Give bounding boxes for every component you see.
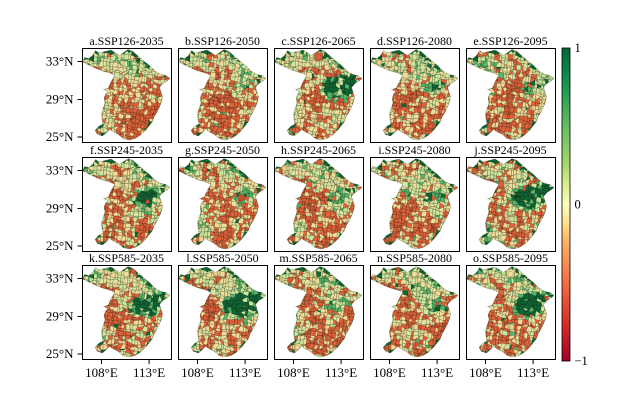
svg-text:108°E: 108°E bbox=[277, 365, 310, 380]
svg-text:113°E: 113°E bbox=[325, 365, 357, 380]
svg-text:k.SSP585-2035: k.SSP585-2035 bbox=[89, 251, 164, 265]
svg-text:33°N: 33°N bbox=[46, 163, 74, 178]
svg-text:113°E: 113°E bbox=[421, 365, 453, 380]
svg-text:h.SSP245-2065: h.SSP245-2065 bbox=[281, 143, 356, 157]
svg-text:25°N: 25°N bbox=[46, 238, 74, 253]
svg-text:j.SSP245-2095: j.SSP245-2095 bbox=[473, 143, 546, 157]
svg-text:108°E: 108°E bbox=[85, 365, 118, 380]
svg-text:0: 0 bbox=[575, 198, 581, 212]
svg-text:25°N: 25°N bbox=[46, 346, 74, 361]
svg-text:113°E: 113°E bbox=[517, 365, 549, 380]
svg-text:l.SSP585-2050: l.SSP585-2050 bbox=[186, 251, 258, 265]
svg-text:m.SSP585-2065: m.SSP585-2065 bbox=[279, 251, 357, 265]
svg-text:o.SSP585-2095: o.SSP585-2095 bbox=[473, 251, 548, 265]
svg-text:25°N: 25°N bbox=[46, 129, 74, 144]
svg-text:f.SSP245-2035: f.SSP245-2035 bbox=[90, 143, 163, 157]
svg-text:i.SSP245-2080: i.SSP245-2080 bbox=[378, 143, 450, 157]
svg-text:108°E: 108°E bbox=[181, 365, 214, 380]
svg-text:1: 1 bbox=[575, 41, 581, 55]
svg-text:113°E: 113°E bbox=[229, 365, 261, 380]
svg-text:108°E: 108°E bbox=[469, 365, 502, 380]
svg-text:e.SSP126-2095: e.SSP126-2095 bbox=[473, 34, 547, 48]
svg-text:33°N: 33°N bbox=[46, 54, 74, 69]
svg-text:33°N: 33°N bbox=[46, 271, 74, 286]
svg-text:b.SSP126-2050: b.SSP126-2050 bbox=[185, 34, 260, 48]
svg-text:113°E: 113°E bbox=[133, 365, 165, 380]
svg-text:d.SSP126-2080: d.SSP126-2080 bbox=[377, 34, 452, 48]
svg-text:c.SSP126-2065: c.SSP126-2065 bbox=[281, 34, 355, 48]
svg-text:n.SSP585-2080: n.SSP585-2080 bbox=[377, 251, 452, 265]
svg-text:29°N: 29°N bbox=[46, 92, 74, 107]
svg-text:29°N: 29°N bbox=[46, 201, 74, 216]
svg-text:108°E: 108°E bbox=[373, 365, 406, 380]
svg-text:g.SSP245-2050: g.SSP245-2050 bbox=[185, 143, 260, 157]
svg-text:29°N: 29°N bbox=[46, 309, 74, 324]
svg-text:−1: −1 bbox=[575, 354, 588, 368]
svg-text:a.SSP126-2035: a.SSP126-2035 bbox=[89, 34, 163, 48]
